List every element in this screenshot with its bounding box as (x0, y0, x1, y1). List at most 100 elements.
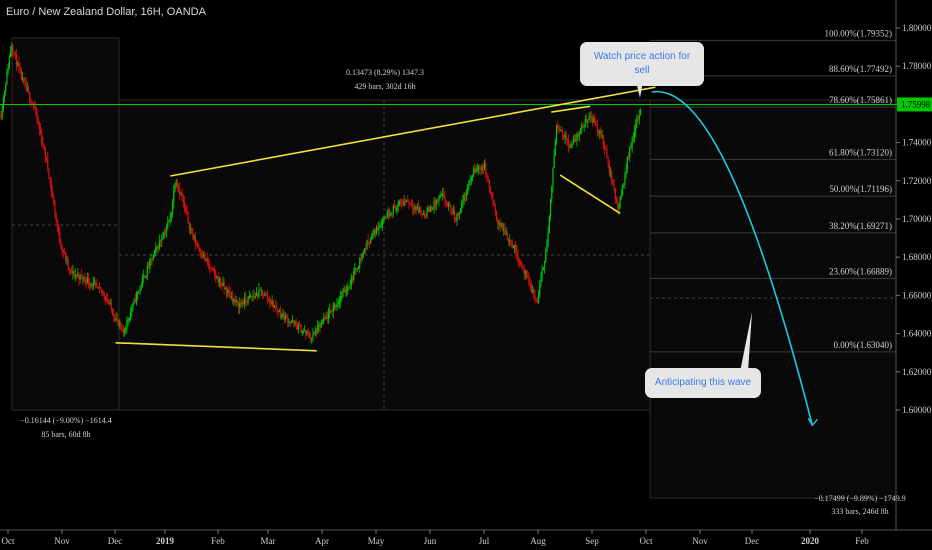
candle-body (363, 248, 366, 253)
candle-body (475, 169, 477, 173)
candle-body (45, 157, 48, 159)
candle-body (362, 252, 364, 255)
candle-body (1, 109, 3, 118)
candle (299, 320, 301, 327)
candle (5, 82, 7, 96)
candle-body (216, 276, 218, 278)
candle-body (558, 128, 560, 131)
candle-body (325, 316, 327, 319)
candle-body (18, 62, 20, 69)
candle (350, 273, 352, 290)
candle (608, 160, 610, 176)
candle (379, 222, 381, 229)
candle-body (600, 130, 602, 136)
candle (264, 290, 266, 297)
candle-body (567, 140, 570, 147)
candle-body (309, 337, 312, 339)
candle-body (444, 196, 446, 203)
candle-body (336, 304, 338, 308)
candle-body (267, 298, 270, 300)
candle (260, 287, 262, 296)
candle-body (566, 138, 568, 141)
candle (229, 286, 231, 299)
candle (295, 318, 297, 330)
candle (80, 268, 82, 280)
candle (219, 277, 222, 289)
candle (449, 201, 451, 207)
candle (414, 204, 416, 214)
candle (391, 212, 393, 220)
candle-body (452, 211, 454, 214)
candle (271, 295, 273, 308)
candle-body (55, 213, 57, 220)
candle-body (29, 92, 31, 101)
candle-body (179, 188, 181, 195)
candle (289, 320, 291, 327)
candle-body (545, 251, 547, 262)
candle (282, 308, 284, 319)
candle-body (488, 179, 490, 188)
candle (474, 163, 476, 173)
candle-body (48, 168, 50, 179)
candle-body (427, 207, 429, 212)
candle-body (223, 282, 225, 289)
candle (281, 313, 283, 321)
candle-body (59, 231, 61, 243)
candle (43, 143, 45, 151)
candle-body (50, 181, 52, 192)
candle (464, 191, 466, 203)
candle-body (426, 211, 428, 217)
candle (600, 126, 602, 139)
candle-body (279, 310, 282, 318)
candle-body (12, 46, 14, 53)
candle (613, 179, 615, 194)
candle (266, 289, 268, 304)
candle-body (98, 286, 100, 288)
candle (276, 301, 278, 315)
candle-body (257, 293, 259, 297)
candle-body (639, 110, 642, 116)
candle-body (253, 296, 255, 298)
candle-body (458, 212, 460, 216)
candle-body (499, 222, 501, 227)
fib-label-7: 100.00%(1.79352) (825, 28, 893, 38)
candle (9, 45, 12, 58)
candle (535, 297, 537, 302)
candle (349, 279, 351, 290)
candle-body (503, 229, 505, 231)
candle-body (69, 269, 72, 271)
candle (408, 198, 410, 210)
candle (354, 263, 356, 276)
candle (179, 182, 181, 200)
candle-body (576, 133, 578, 140)
candle-body (251, 295, 253, 298)
candle-body (199, 249, 201, 253)
candle-body (66, 260, 68, 262)
candle (151, 257, 153, 266)
candle (543, 260, 546, 274)
candle (415, 205, 417, 215)
candle (571, 143, 573, 149)
candle (117, 319, 120, 327)
candle (500, 222, 502, 229)
candle (503, 222, 505, 236)
candle (495, 210, 498, 222)
candle-body (261, 290, 264, 295)
candle-body (144, 275, 146, 278)
candle (231, 290, 234, 305)
candle-body (209, 264, 211, 268)
candle-body (491, 192, 493, 197)
candle-body (525, 270, 528, 276)
candle (61, 243, 63, 257)
candle-body (596, 125, 598, 133)
x-tick-label: Feb (211, 536, 225, 546)
candle (159, 239, 162, 248)
candle-body (317, 325, 319, 334)
candle-body (99, 286, 102, 290)
x-tick-label: Oct (640, 536, 653, 546)
candle-body (367, 240, 369, 243)
candle (331, 304, 333, 317)
candle-body (243, 297, 246, 304)
candle-body (17, 62, 19, 66)
